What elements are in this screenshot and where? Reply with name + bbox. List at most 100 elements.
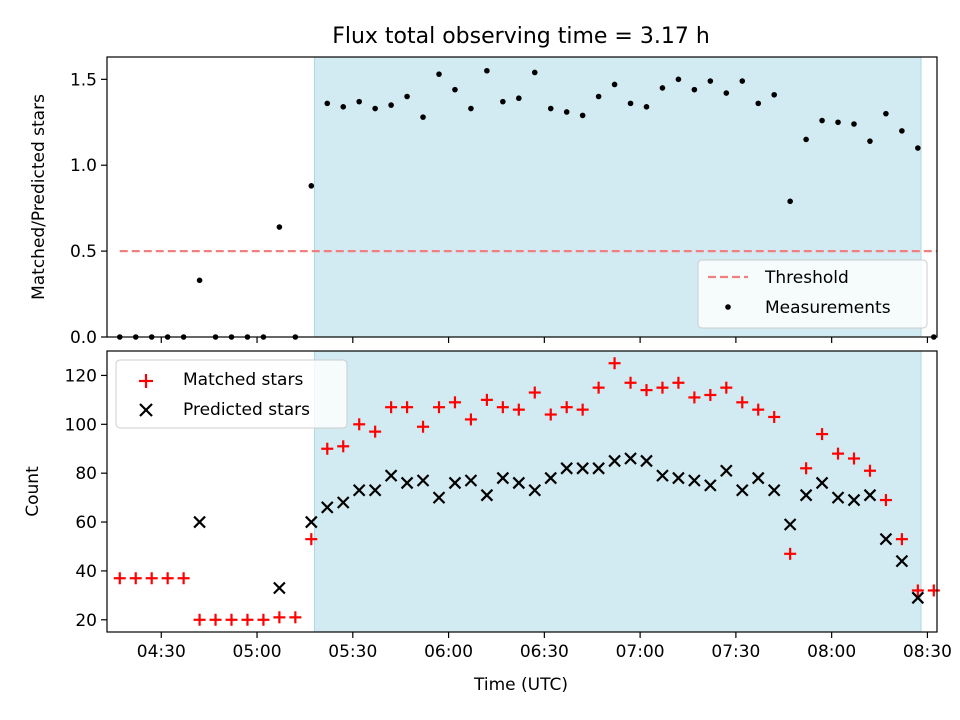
legend-threshold-label: Threshold bbox=[764, 268, 849, 288]
predicted-star-point bbox=[480, 488, 494, 502]
observing-window-shade bbox=[314, 350, 922, 633]
matched-star-point bbox=[129, 572, 142, 585]
measurement-point bbox=[420, 114, 426, 120]
matched-star-point bbox=[528, 386, 541, 399]
matched-star-point bbox=[417, 420, 430, 433]
x-tick-label: 04:30 bbox=[137, 642, 186, 662]
matched-star-point bbox=[464, 413, 477, 426]
measurement-point bbox=[452, 86, 458, 93]
measurement-point bbox=[899, 128, 905, 134]
predicted-star-point bbox=[273, 581, 286, 595]
predicted-star-point bbox=[656, 469, 669, 482]
ratio-panel: 0.0 0.5 1.0 1.5 Matched/Predicted stars Thr… bbox=[29, 56, 938, 348]
y-tick-label: 40 bbox=[75, 562, 97, 582]
matched-star-point bbox=[624, 376, 637, 389]
x-tick-label: 07:30 bbox=[711, 642, 760, 662]
chart-title: Flux total observing time = 3.17 h bbox=[332, 24, 710, 49]
legend-predicted-label: Predicted stars bbox=[183, 400, 310, 420]
y-tick-label: 1.0 bbox=[70, 156, 97, 176]
matched-star-point bbox=[225, 613, 238, 626]
matched-star-point bbox=[672, 376, 685, 389]
y-tick-label: 60 bbox=[75, 513, 97, 533]
measurement-point bbox=[851, 121, 857, 127]
matched-star-point bbox=[273, 611, 286, 624]
measurement-point bbox=[547, 105, 554, 112]
predicted-star-point bbox=[799, 488, 813, 502]
measurement-point bbox=[484, 67, 490, 74]
ratio-legend-box bbox=[697, 259, 928, 329]
x-tick-label: 08:00 bbox=[807, 642, 856, 662]
measurement-point bbox=[500, 98, 506, 105]
predicted-star-point bbox=[320, 501, 334, 514]
predicted-star-point bbox=[592, 462, 605, 475]
matched-star-point bbox=[863, 464, 876, 477]
legend-matched-swatch bbox=[139, 374, 153, 388]
predicted-star-point bbox=[688, 474, 701, 487]
matched-star-point bbox=[369, 425, 382, 438]
count-x-axis: 04:30 05:00 05:30 06:00 06:30 07:00 07:30 08:00… bbox=[137, 632, 952, 662]
measurement-point bbox=[659, 85, 666, 91]
count-panel-frame bbox=[106, 350, 938, 633]
predicted-star-point bbox=[416, 474, 430, 487]
matched-star-point bbox=[640, 384, 653, 397]
predicted-star-point bbox=[624, 452, 637, 465]
measurement-point bbox=[372, 105, 378, 112]
measurement-point bbox=[595, 93, 602, 100]
matched-star-point bbox=[784, 547, 797, 560]
predicted-star-point bbox=[448, 476, 462, 490]
matched-star-point bbox=[401, 401, 414, 414]
legend-measurement-label: Measurements bbox=[765, 298, 891, 318]
measurement-point bbox=[611, 81, 618, 88]
matched-star-point bbox=[720, 381, 733, 394]
predicted-star-point bbox=[464, 474, 478, 487]
predicted-stars-points bbox=[193, 452, 925, 605]
matched-star-point bbox=[241, 613, 254, 626]
predicted-star-point bbox=[512, 476, 526, 490]
measurement-point bbox=[771, 91, 777, 98]
matched-star-point bbox=[161, 572, 174, 585]
predicted-star-point bbox=[911, 591, 925, 605]
ratio-x-axis bbox=[160, 337, 929, 343]
measurement-point bbox=[803, 136, 809, 143]
measurement-point bbox=[755, 100, 762, 107]
matched-star-point bbox=[448, 396, 461, 409]
predicted-star-point bbox=[895, 554, 909, 568]
y-tick-label: 0.5 bbox=[70, 242, 97, 262]
predicted-star-point bbox=[735, 484, 749, 497]
measurement-point bbox=[404, 93, 410, 100]
predicted-star-point bbox=[720, 464, 733, 478]
matched-star-point bbox=[927, 584, 940, 597]
predicted-star-point bbox=[783, 518, 797, 531]
predicted-star-point bbox=[815, 476, 829, 490]
matched-star-point bbox=[560, 401, 573, 414]
matched-star-point bbox=[816, 428, 829, 441]
matched-star-point bbox=[768, 410, 781, 423]
x-tick-label: 08:30 bbox=[903, 642, 952, 662]
matched-star-point bbox=[911, 584, 924, 597]
predicted-star-point bbox=[496, 471, 510, 485]
matched-star-point bbox=[193, 613, 206, 626]
matched-star-point bbox=[305, 533, 318, 546]
matched-star-point bbox=[736, 396, 749, 409]
predicted-star-point bbox=[608, 454, 621, 468]
matched-star-point bbox=[353, 418, 366, 431]
predicted-star-point bbox=[879, 532, 893, 546]
measurement-point bbox=[627, 100, 634, 107]
matched-star-point bbox=[544, 408, 557, 421]
x-axis-label: Time (UTC) bbox=[473, 675, 568, 695]
measurement-point bbox=[867, 138, 873, 144]
measurement-point bbox=[643, 104, 650, 110]
predicted-star-point bbox=[432, 491, 446, 504]
y-tick-label: 20 bbox=[75, 611, 97, 631]
measurement-point bbox=[308, 183, 315, 189]
x-tick-label: 06:30 bbox=[520, 642, 569, 662]
predicted-star-point bbox=[528, 484, 542, 497]
predicted-star-point bbox=[384, 469, 398, 482]
matched-star-point bbox=[113, 572, 126, 585]
predicted-star-point bbox=[704, 479, 717, 492]
matched-star-point bbox=[433, 401, 445, 414]
measurement-point bbox=[356, 98, 362, 105]
matched-star-point bbox=[800, 462, 813, 475]
predicted-star-point bbox=[863, 488, 877, 502]
